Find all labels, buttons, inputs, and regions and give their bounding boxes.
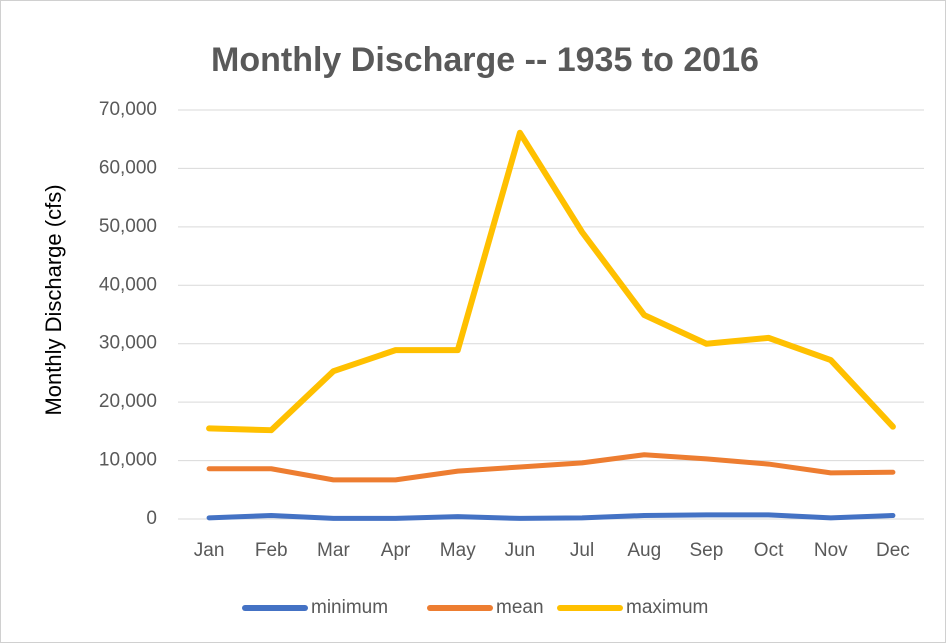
y-tick-label: 40,000 <box>99 274 157 295</box>
y-tick-label: 0 <box>146 508 157 529</box>
y-tick-label: 70,000 <box>99 99 157 120</box>
x-tick-label: Oct <box>754 540 784 561</box>
x-tick-label: Nov <box>814 540 848 561</box>
legend-label: maximum <box>626 597 708 618</box>
y-tick-label: 20,000 <box>99 391 157 412</box>
x-tick-label: Jun <box>505 540 536 561</box>
legend-label: mean <box>496 597 544 618</box>
x-tick-label: Dec <box>876 540 910 561</box>
x-tick-label: Jul <box>570 540 594 561</box>
x-tick-label: Sep <box>690 540 724 561</box>
y-tick-label: 30,000 <box>99 333 157 354</box>
x-tick-label: Mar <box>317 540 350 561</box>
series-line <box>206 512 896 521</box>
x-tick-label: Aug <box>627 540 661 561</box>
y-axis-label: Monthly Discharge (cfs) <box>41 184 66 415</box>
x-tick-label: May <box>440 540 476 561</box>
series-line <box>206 452 896 483</box>
chart-title: Monthly Discharge -- 1935 to 2016 <box>211 41 759 79</box>
y-tick-label: 50,000 <box>99 216 157 237</box>
legend-label: minimum <box>311 597 388 618</box>
x-tick-label: Feb <box>255 540 288 561</box>
x-tick-label: Jan <box>194 540 225 561</box>
x-tick-label: Apr <box>381 540 411 561</box>
y-tick-label: 60,000 <box>99 157 157 178</box>
series-line <box>206 129 896 434</box>
y-tick-label: 10,000 <box>99 450 157 471</box>
